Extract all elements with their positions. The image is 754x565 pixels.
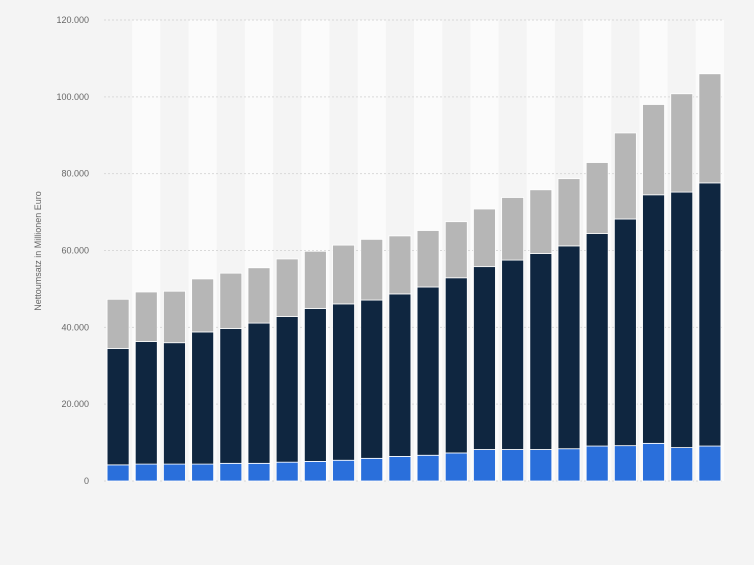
bar-segment	[473, 208, 496, 268]
bar-segment	[247, 322, 271, 464]
bar-segment	[275, 461, 299, 482]
bar-segment	[501, 197, 525, 261]
bar-segment	[303, 461, 327, 482]
y-tick-label: 20.000	[61, 399, 89, 409]
bar-segment	[191, 278, 215, 333]
bar-segment	[642, 442, 665, 482]
bar-segment	[529, 189, 553, 254]
bar-segment	[473, 266, 496, 450]
bar-segment	[163, 463, 186, 482]
bar-segment	[303, 308, 327, 462]
bar-segment	[106, 348, 130, 466]
bar-segment	[219, 462, 243, 482]
y-tick-label: 80.000	[61, 169, 89, 179]
bar-segment	[163, 290, 186, 344]
bar-segment	[332, 459, 355, 482]
bar-segment	[134, 291, 158, 342]
bar-segment	[247, 462, 271, 482]
bar-segment	[106, 464, 130, 482]
bar-segment	[613, 445, 637, 482]
bar-segment	[388, 293, 412, 457]
bar-segment	[642, 104, 665, 196]
bar-segment	[642, 194, 665, 444]
bar-segment	[698, 445, 722, 482]
bar-segment	[388, 235, 412, 295]
bar-segment	[416, 454, 440, 482]
bar-segment	[360, 457, 384, 482]
bar-segment	[501, 259, 525, 450]
y-tick-label: 120.000	[56, 15, 89, 25]
bar-segment	[444, 277, 468, 454]
bar-segment	[529, 449, 553, 482]
bar-segment	[106, 298, 130, 349]
bar-segment	[670, 447, 694, 482]
bar-segment	[191, 463, 215, 482]
bar-segment	[275, 316, 299, 463]
bar-segment	[416, 230, 440, 288]
bar-segment	[473, 449, 496, 482]
bar-segment	[360, 238, 384, 301]
bar-segment	[219, 272, 243, 329]
bar-segment	[416, 286, 440, 456]
bar-segment	[332, 244, 355, 305]
bar-segment	[613, 218, 637, 447]
y-tick-label: 60.000	[61, 246, 89, 256]
bar-segment	[191, 331, 215, 465]
y-tick-label: 0	[84, 476, 89, 486]
bar-segment	[501, 449, 525, 482]
bar-segment	[670, 93, 694, 193]
bar-segment	[444, 452, 468, 482]
y-tick-label: 40.000	[61, 322, 89, 332]
bar-segment	[698, 182, 722, 447]
y-axis-ticks: 0 20.000 40.000 60.000 80.000 100.000 120.000	[56, 15, 89, 486]
bar-segment	[275, 258, 299, 317]
bar-segment	[247, 267, 271, 324]
bar-segment	[163, 342, 186, 465]
bar-segment	[332, 303, 355, 461]
bars	[106, 73, 722, 482]
bar-segment	[557, 245, 581, 450]
bar-segment	[613, 132, 637, 220]
bar-segment	[360, 299, 384, 459]
bar-segment	[557, 448, 581, 482]
bar-segment	[219, 328, 243, 464]
bar-segment	[585, 233, 609, 447]
bar-segment	[698, 73, 722, 184]
bar-segment	[529, 253, 553, 450]
bar-segment	[557, 178, 581, 247]
bar-segment	[585, 445, 609, 482]
y-axis-label: Nettoumsatz in Millionen Euro	[33, 191, 43, 311]
bar-segment	[585, 162, 609, 234]
bar-segment	[444, 221, 468, 279]
bar-segment	[134, 341, 158, 465]
bar-segment	[303, 250, 327, 309]
bar-segment	[134, 463, 158, 482]
y-tick-label: 100.000	[56, 92, 89, 102]
bar-segment	[670, 191, 694, 448]
bar-segment	[388, 456, 412, 482]
